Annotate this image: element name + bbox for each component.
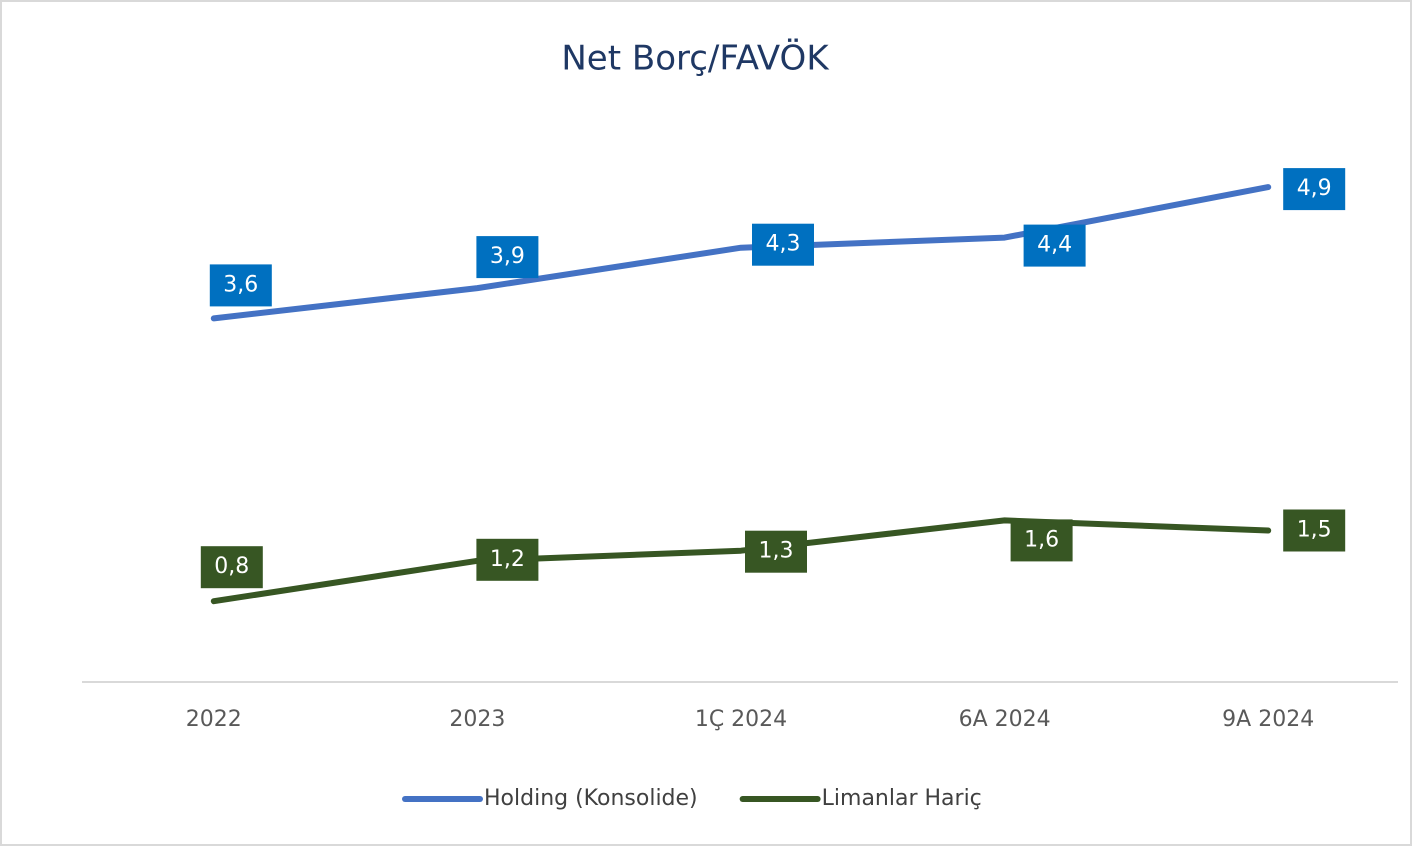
data-label: 1,2 [490, 547, 525, 572]
data-label-box [1283, 509, 1346, 552]
data-label: 1,6 [1024, 527, 1059, 552]
legend-label: Holding (Konsolide) [484, 786, 698, 811]
data-label: 4,9 [1297, 176, 1332, 201]
data-label-box [476, 538, 539, 581]
data-label: 3,9 [490, 244, 525, 269]
x-tick-label: 9A 2024 [1222, 707, 1314, 732]
x-tick-label: 1Ç 2024 [695, 707, 787, 732]
series-line [210, 184, 1272, 322]
data-label-box [1023, 224, 1086, 267]
data-label-box [1283, 168, 1346, 211]
data-label: 4,3 [766, 232, 801, 257]
x-tick-label: 6A 2024 [959, 707, 1051, 732]
data-label-box [1010, 519, 1073, 562]
data-label-box [200, 546, 263, 589]
series-line [210, 517, 1272, 605]
legend-label: Limanlar Hariç [822, 786, 982, 811]
x-tick-label: 2023 [449, 707, 505, 732]
data-label-box [752, 223, 814, 266]
data-label: 3,6 [223, 272, 258, 297]
data-label-box [476, 236, 539, 279]
data-label-box [209, 264, 272, 307]
data-label: 4,4 [1037, 233, 1072, 258]
x-tick-label: 2022 [186, 707, 242, 732]
data-label: 1,5 [1297, 518, 1332, 543]
data-label-box [745, 530, 807, 573]
data-label: 0,8 [214, 554, 249, 579]
chart-title: Net Borç/FAVÖK [561, 38, 830, 79]
data-label: 1,3 [759, 539, 794, 564]
